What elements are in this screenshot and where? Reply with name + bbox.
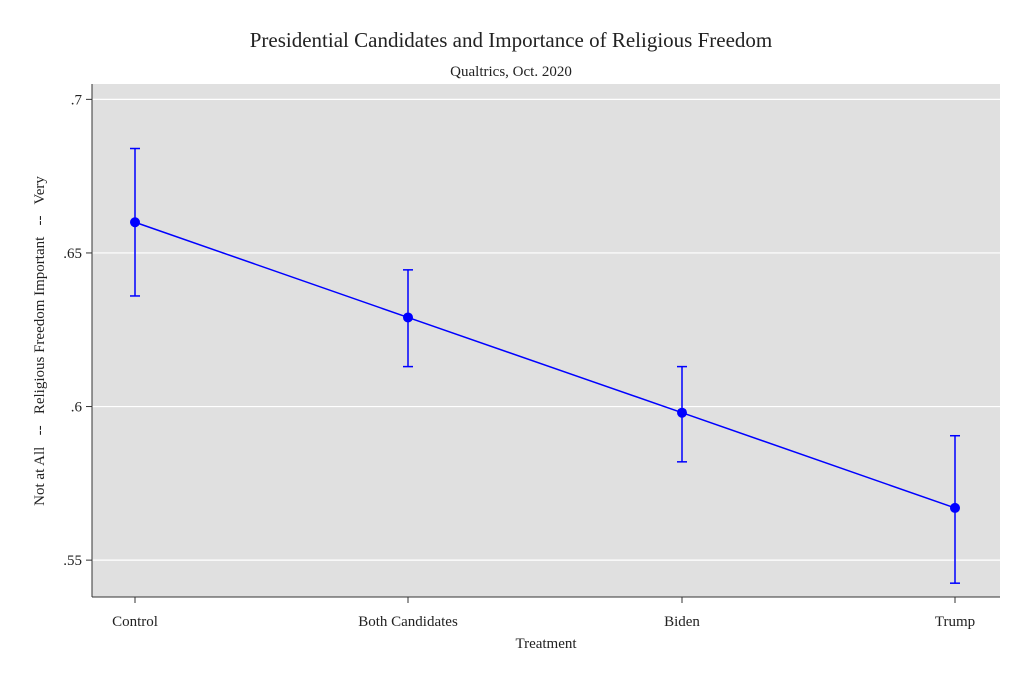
x-tick-label: Both Candidates (358, 614, 458, 630)
chart-subtitle: Qualtrics, Oct. 2020 (450, 64, 572, 80)
x-tick-label: Control (112, 614, 158, 630)
y-tick-label: .55 (63, 553, 82, 569)
x-tick-label: Trump (935, 614, 975, 630)
y-tick-label: .6 (71, 400, 83, 416)
y-tick-label: .7 (71, 92, 83, 108)
data-point (677, 407, 687, 418)
chart-title: Presidential Candidates and Importance o… (250, 28, 773, 52)
x-tick-label: Biden (664, 614, 700, 630)
y-tick-label: .65 (63, 246, 82, 262)
x-axis-label: Treatment (515, 636, 577, 652)
series-line (134, 221, 956, 509)
y-axis-label: Not at All -- Religious Freedom Importan… (32, 176, 48, 506)
plot-area (92, 84, 1000, 597)
data-point (130, 217, 140, 228)
data-point (403, 312, 413, 323)
data-point (950, 502, 960, 513)
